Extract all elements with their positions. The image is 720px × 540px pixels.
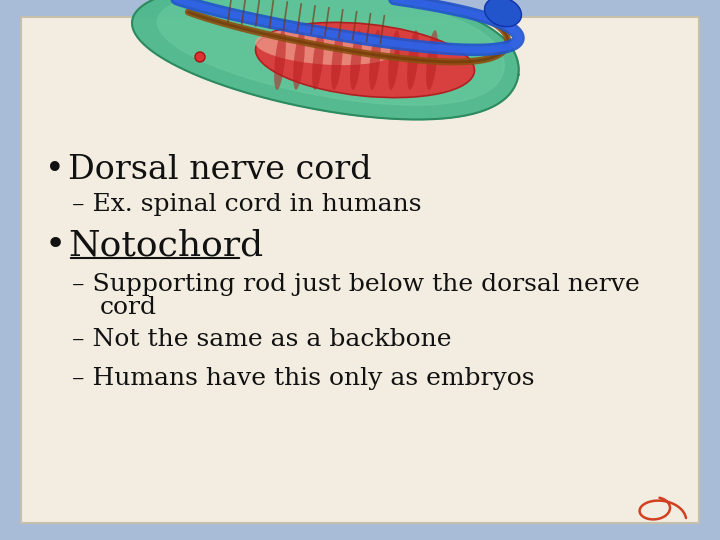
Ellipse shape: [293, 30, 305, 90]
Ellipse shape: [350, 30, 362, 90]
Text: Notochord: Notochord: [68, 228, 263, 262]
Text: – Ex. spinal cord in humans: – Ex. spinal cord in humans: [72, 193, 421, 217]
Ellipse shape: [312, 30, 324, 90]
Ellipse shape: [255, 29, 395, 65]
Ellipse shape: [407, 30, 419, 90]
Text: •: •: [45, 154, 65, 186]
Text: Dorsal nerve cord: Dorsal nerve cord: [68, 154, 372, 186]
Ellipse shape: [388, 30, 400, 90]
FancyBboxPatch shape: [21, 17, 699, 523]
Text: – Not the same as a backbone: – Not the same as a backbone: [72, 328, 451, 352]
Text: •: •: [45, 228, 66, 262]
Circle shape: [195, 52, 205, 62]
Ellipse shape: [426, 30, 438, 90]
Polygon shape: [132, 0, 518, 119]
Ellipse shape: [331, 30, 343, 90]
Ellipse shape: [256, 22, 474, 98]
Text: – Supporting rod just below the dorsal nerve: – Supporting rod just below the dorsal n…: [72, 273, 640, 296]
Text: cord: cord: [100, 296, 157, 320]
Ellipse shape: [274, 30, 286, 90]
Text: – Humans have this only as embryos: – Humans have this only as embryos: [72, 367, 534, 389]
Ellipse shape: [485, 0, 521, 26]
Polygon shape: [158, 0, 504, 105]
Ellipse shape: [369, 30, 381, 90]
